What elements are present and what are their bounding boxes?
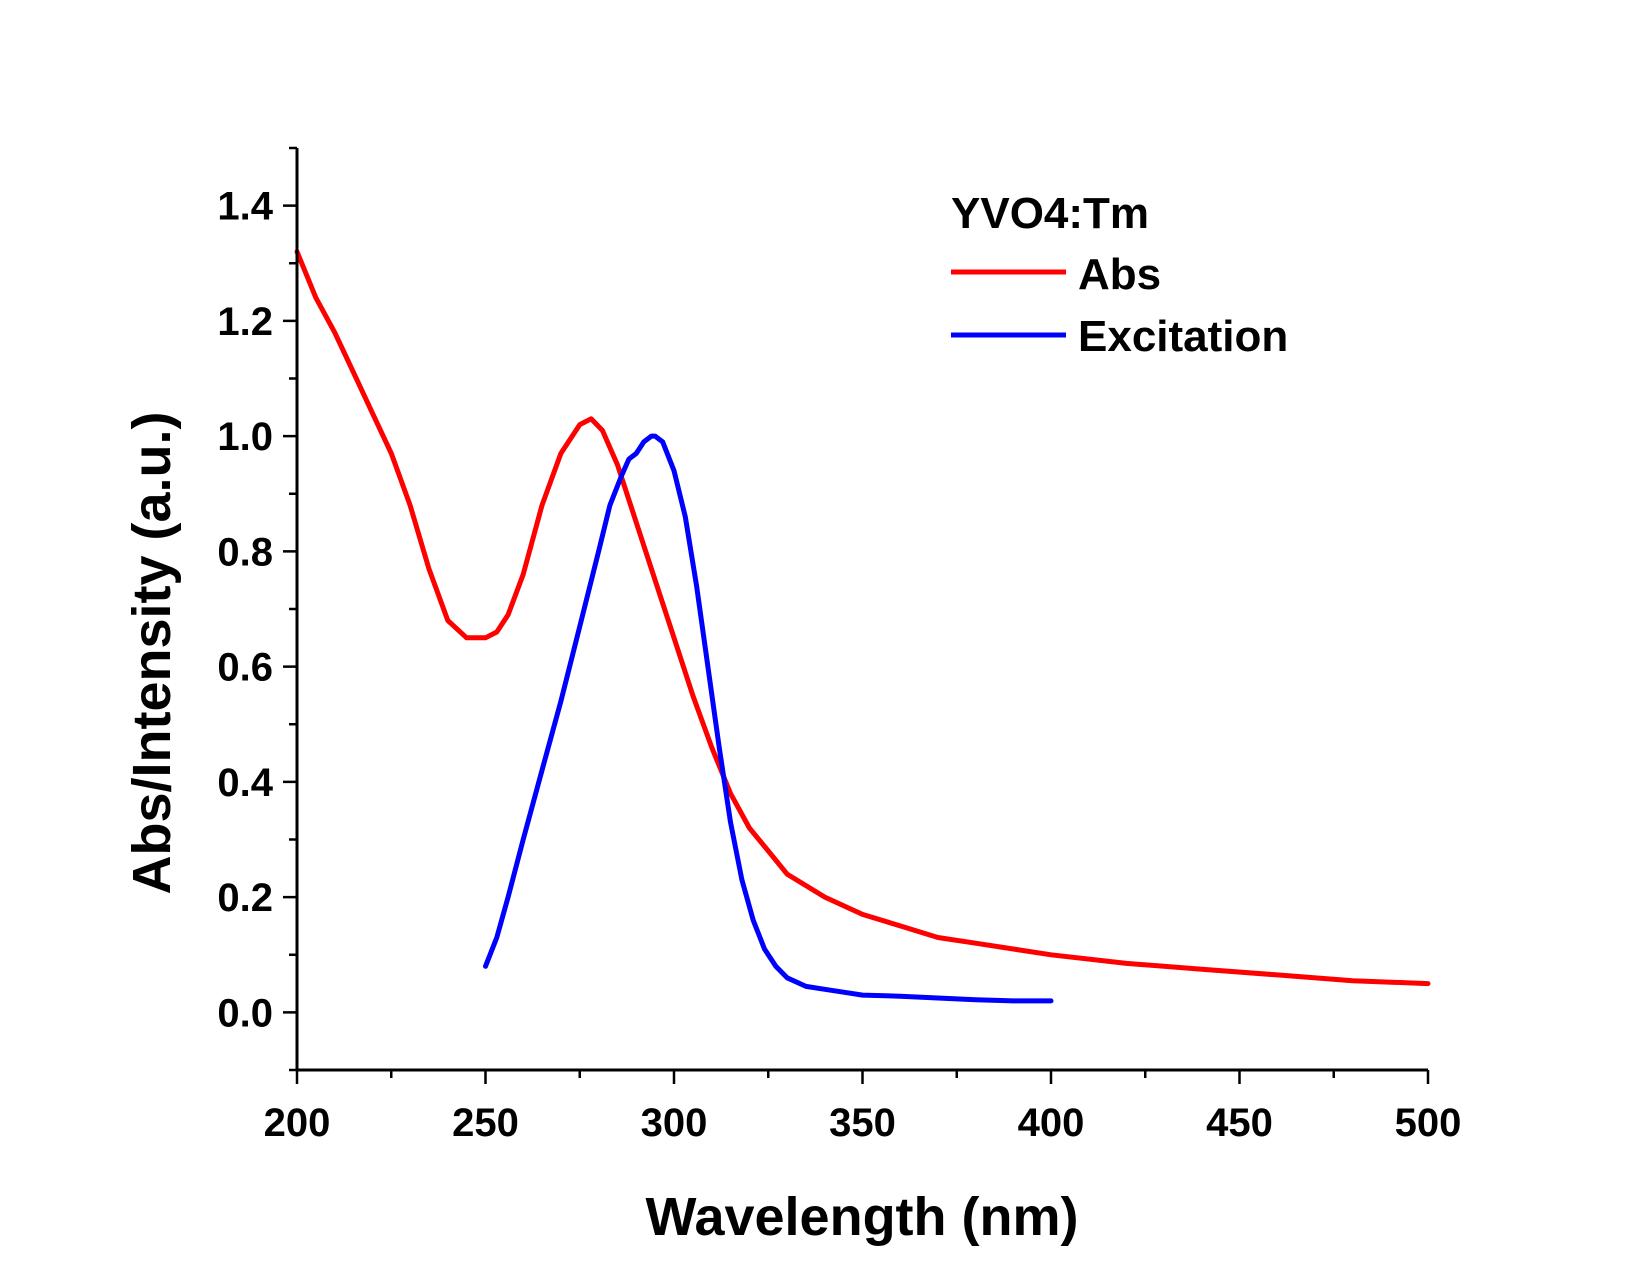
x-tick-label: 400 [1018,1101,1085,1145]
y-axis-title: Abs/Intensity (a.u.) [122,411,182,894]
legend: YVO4:Tm Abs Excitation [951,189,1288,361]
legend-label-abs: Abs [1078,250,1161,299]
x-tick-label: 200 [264,1101,331,1145]
y-tick-label: 1.0 [217,415,273,459]
x-tick-label: 350 [829,1101,896,1145]
x-tick-label: 450 [1206,1101,1273,1145]
legend-label-excitation: Excitation [1078,312,1288,361]
series-layer [294,249,1431,1004]
x-axis-title: Wavelength (nm) [645,1187,1078,1247]
series-line-abs [294,249,1431,987]
legend-title: YVO4:Tm [951,189,1149,238]
y-tick-label: 0.8 [217,530,273,574]
y-tick-label: 0.6 [217,646,273,690]
series-line-excitation [483,433,1054,1004]
y-tick-label: 1.2 [217,300,273,344]
x-tick-label: 250 [452,1101,519,1145]
y-tick-label: 0.0 [217,991,273,1035]
y-tick-label: 1.4 [217,185,273,229]
x-tick-label: 500 [1395,1101,1462,1145]
x-axis-ticks: 200 250 300 350 400 450 500 [264,1070,1462,1145]
y-axis-ticks: 0.0 0.2 0.4 0.6 0.8 1.0 1.2 1.4 [217,146,297,1072]
y-tick-label: 0.4 [217,761,273,805]
y-tick-label: 0.2 [217,876,273,920]
x-tick-label: 300 [641,1101,708,1145]
